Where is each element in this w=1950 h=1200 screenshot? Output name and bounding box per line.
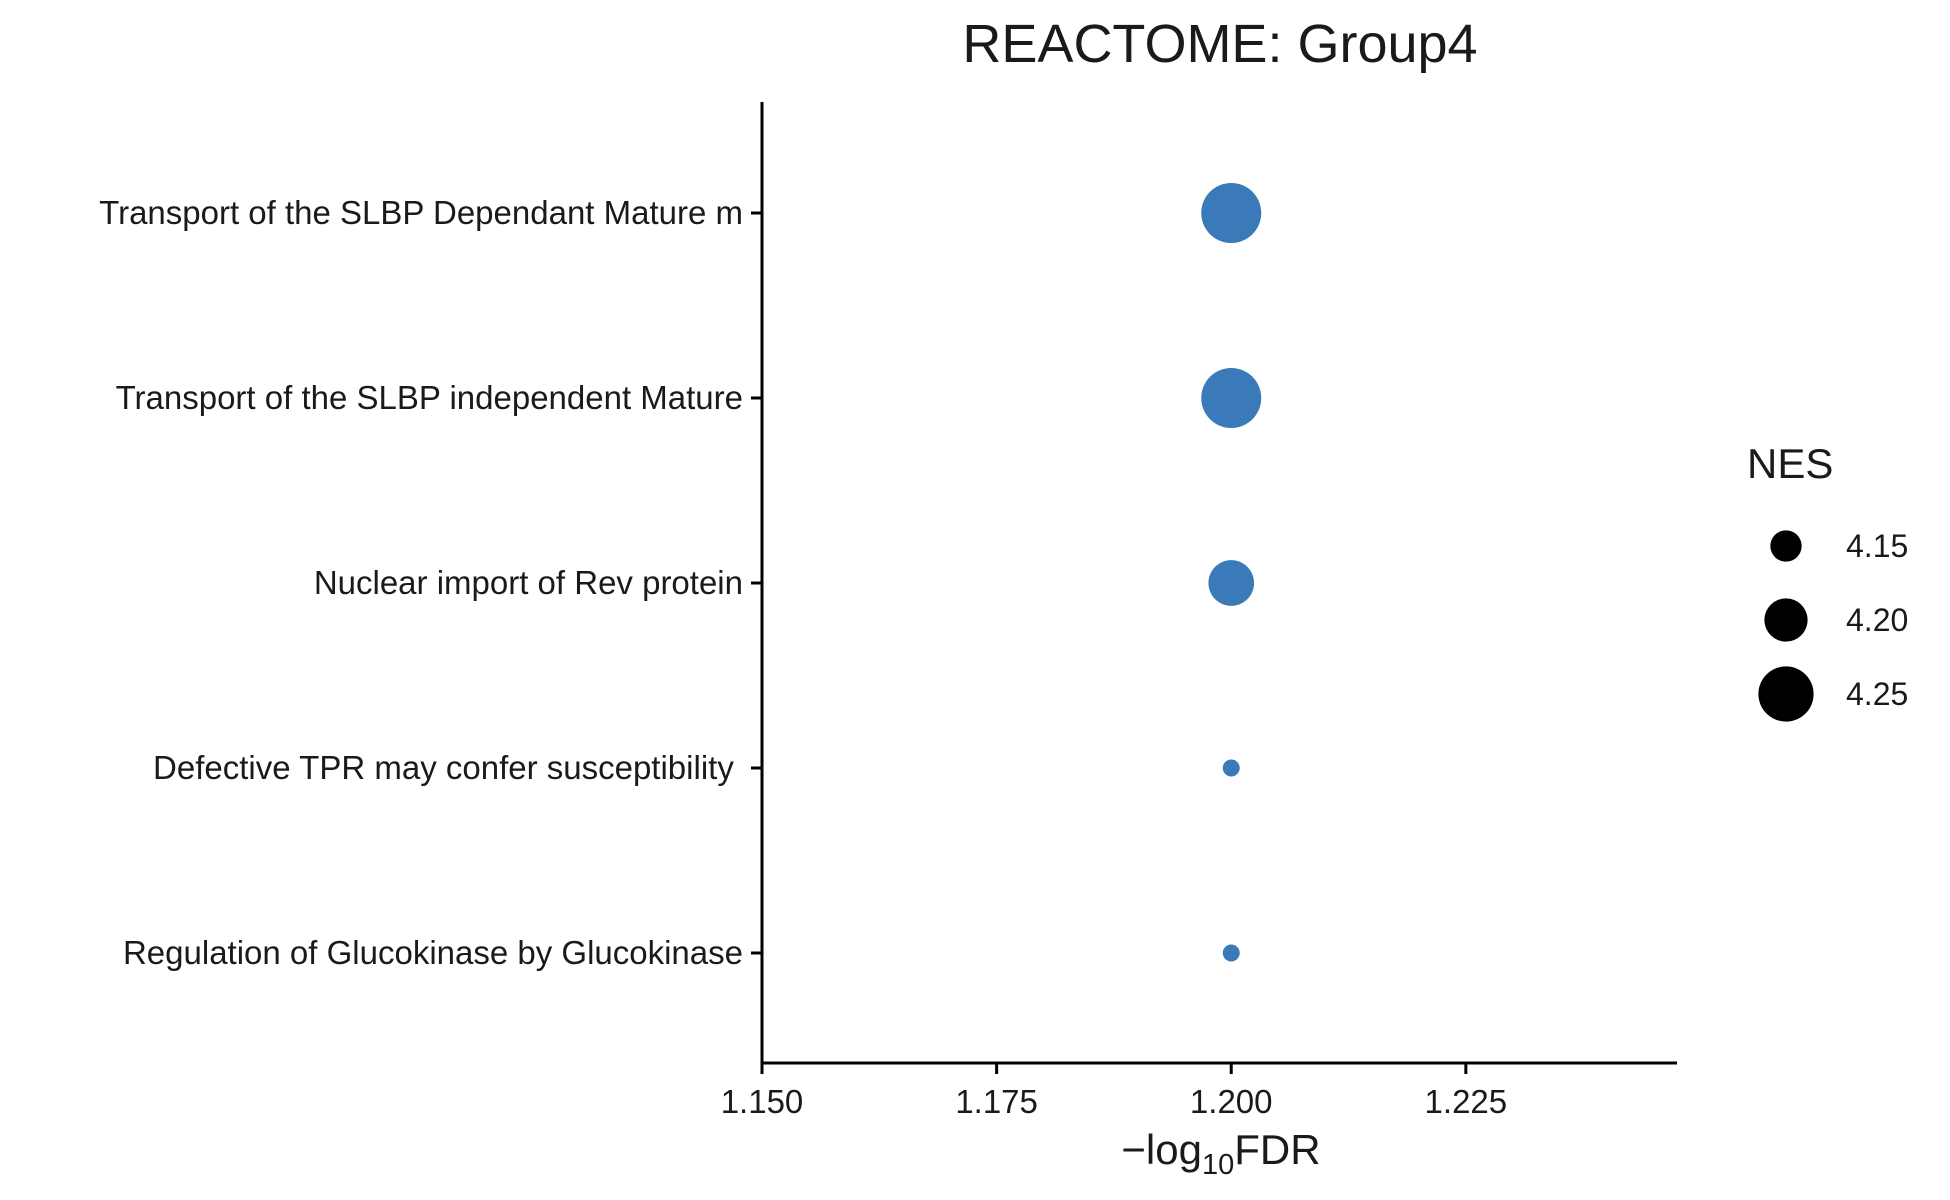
data-point	[1222, 944, 1240, 962]
x-axis-ticks: 1.150 1.175 1.200 1.225	[721, 1063, 1507, 1120]
legend-size-key	[1758, 666, 1814, 722]
y-tick-label: Transport of the SLBP independent Mature	[116, 379, 743, 416]
legend-size-key	[1770, 530, 1802, 562]
y-tick-label: Regulation of Glucokinase by Glucokinase	[123, 934, 743, 971]
legend-items: 4.15 4.20 4.25	[1758, 528, 1908, 722]
x-axis-title-prefix: −log	[1121, 1126, 1202, 1173]
legend-label: 4.20	[1846, 602, 1908, 638]
y-tick-label: Nuclear import of Rev protein	[314, 564, 743, 601]
plot-area: Transport of the SLBP Dependant Mature m…	[99, 102, 1677, 1120]
data-point	[1222, 759, 1240, 777]
data-points	[1201, 183, 1262, 962]
y-tick-label: Defective TPR may confer susceptibility	[153, 749, 743, 786]
y-tick-label: Transport of the SLBP Dependant Mature m	[99, 194, 743, 231]
y-axis-ticks: Transport of the SLBP Dependant Mature m…	[99, 194, 762, 971]
x-tick-label: 1.200	[1190, 1083, 1273, 1120]
x-tick-label: 1.150	[721, 1083, 804, 1120]
data-point	[1208, 560, 1255, 606]
data-point	[1201, 183, 1262, 243]
legend-size-key	[1764, 598, 1808, 642]
legend-label: 4.15	[1846, 528, 1908, 564]
x-axis-title-suffix: FDR	[1234, 1126, 1320, 1173]
size-legend: NES 4.15 4.20 4.25	[1747, 440, 1908, 722]
data-point	[1201, 368, 1262, 428]
legend-label: 4.25	[1846, 676, 1908, 712]
x-axis-title: −log10FDR	[1121, 1126, 1320, 1181]
legend-title: NES	[1747, 440, 1833, 487]
x-tick-label: 1.175	[955, 1083, 1038, 1120]
chart-title: REACTOME: Group4	[962, 14, 1477, 74]
x-axis-title-subscript: 10	[1202, 1149, 1234, 1181]
x-tick-label: 1.225	[1425, 1083, 1508, 1120]
